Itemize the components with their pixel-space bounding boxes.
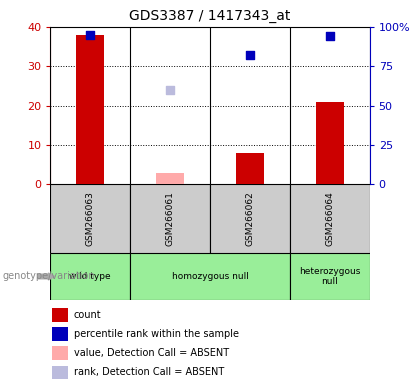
Bar	[290, 253, 370, 300]
Text: GSM266062: GSM266062	[245, 192, 255, 246]
Bar	[210, 184, 290, 253]
Text: genotype/variation: genotype/variation	[2, 271, 95, 281]
Bar	[156, 172, 184, 184]
Bar	[50, 253, 130, 300]
Bar	[52, 308, 68, 322]
Point	[326, 33, 333, 40]
Text: wild type: wild type	[69, 272, 111, 281]
Point	[167, 87, 173, 93]
Bar	[236, 153, 264, 184]
Text: value, Detection Call = ABSENT: value, Detection Call = ABSENT	[74, 348, 229, 358]
Text: count: count	[74, 310, 102, 320]
Bar	[50, 184, 130, 253]
Bar	[290, 184, 370, 253]
Bar	[52, 346, 68, 360]
Text: GSM266063: GSM266063	[86, 192, 95, 246]
Bar	[76, 35, 104, 184]
Text: heterozygous
null: heterozygous null	[299, 267, 360, 286]
Text: homozygous null: homozygous null	[171, 272, 249, 281]
Point	[87, 31, 94, 38]
Text: rank, Detection Call = ABSENT: rank, Detection Call = ABSENT	[74, 367, 224, 377]
Text: GSM266064: GSM266064	[325, 192, 334, 246]
Text: percentile rank within the sample: percentile rank within the sample	[74, 329, 239, 339]
Bar	[130, 184, 210, 253]
Text: GSM266061: GSM266061	[165, 192, 175, 246]
Bar	[130, 253, 290, 300]
Bar	[52, 366, 68, 379]
Bar	[316, 102, 344, 184]
Title: GDS3387 / 1417343_at: GDS3387 / 1417343_at	[129, 9, 291, 23]
Point	[247, 52, 253, 58]
Bar	[52, 327, 68, 341]
